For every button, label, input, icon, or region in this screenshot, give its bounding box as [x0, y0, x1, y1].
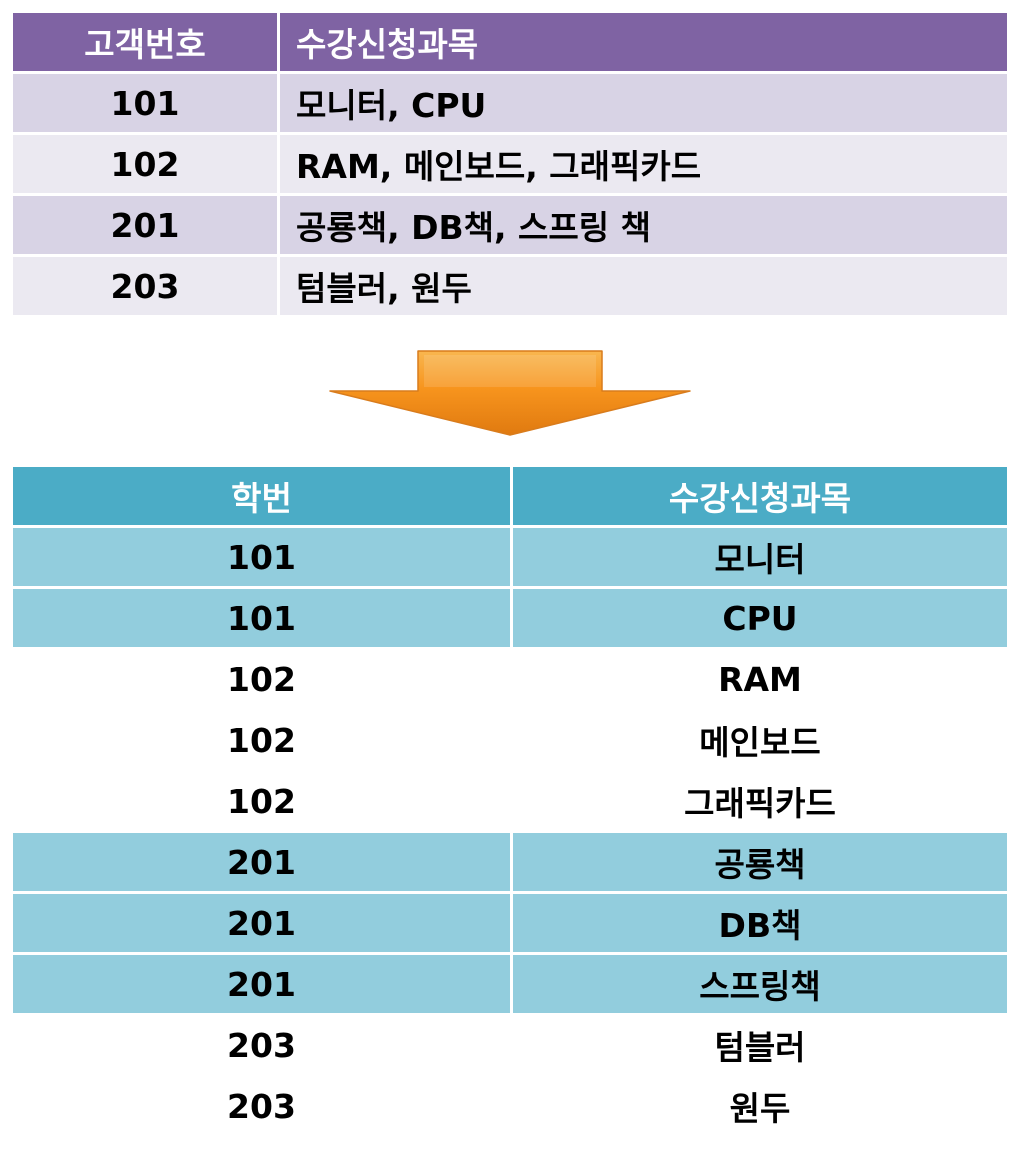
course-cell: 공룡책 [513, 833, 1007, 894]
course-cell: RAM [513, 650, 1007, 711]
course-cell: 스프링책 [513, 955, 1007, 1016]
table-row: 102 그래픽카드 [13, 772, 1007, 833]
course-cell: 모니터 [513, 528, 1007, 589]
table-row: 101 CPU [13, 589, 1007, 650]
table-row: 101 모니터, CPU [13, 74, 1007, 135]
course-cell: 메인보드 [513, 711, 1007, 772]
customer-id-cell: 101 [13, 74, 280, 135]
course-cell: 텀블러 [513, 1016, 1007, 1077]
courses-cell: 텀블러, 원두 [280, 257, 1007, 318]
customer-id-cell: 201 [13, 196, 280, 257]
student-id-cell: 102 [13, 772, 513, 833]
course-cell: 원두 [513, 1077, 1007, 1138]
table-row: 201 스프링책 [13, 955, 1007, 1016]
table-row: 203 원두 [13, 1077, 1007, 1138]
down-arrow-icon [329, 350, 691, 436]
table-row: 102 RAM [13, 650, 1007, 711]
courses-cell: 공룡책, DB책, 스프링 책 [280, 196, 1007, 257]
normalized-table: 학번 수강신청과목 101 모니터 101 CPU 102 RAM 102 메인… [13, 467, 1007, 1138]
course-cell: 그래픽카드 [513, 772, 1007, 833]
courses-cell: 모니터, CPU [280, 74, 1007, 135]
courses-cell: RAM, 메인보드, 그래픽카드 [280, 135, 1007, 196]
customer-id-cell: 102 [13, 135, 280, 196]
student-id-cell: 203 [13, 1077, 513, 1138]
table-row: 102 메인보드 [13, 711, 1007, 772]
table-row: 201 공룡책, DB책, 스프링 책 [13, 196, 1007, 257]
source-table: 고객번호 수강신청과목 101 모니터, CPU 102 RAM, 메인보드, … [13, 13, 1007, 318]
course-cell: DB책 [513, 894, 1007, 955]
normalized-header-course: 수강신청과목 [513, 467, 1007, 528]
student-id-cell: 102 [13, 650, 513, 711]
student-id-cell: 101 [13, 589, 513, 650]
student-id-cell: 201 [13, 955, 513, 1016]
table-row: 201 공룡책 [13, 833, 1007, 894]
table-row: 201 DB책 [13, 894, 1007, 955]
student-id-cell: 201 [13, 894, 513, 955]
source-header-customer-id: 고객번호 [13, 13, 280, 74]
table-row: 203 텀블러 [13, 1016, 1007, 1077]
course-cell: CPU [513, 589, 1007, 650]
table-row: 102 RAM, 메인보드, 그래픽카드 [13, 135, 1007, 196]
student-id-cell: 203 [13, 1016, 513, 1077]
table-row: 203 텀블러, 원두 [13, 257, 1007, 318]
student-id-cell: 201 [13, 833, 513, 894]
source-header-courses: 수강신청과목 [280, 13, 1007, 74]
student-id-cell: 101 [13, 528, 513, 589]
customer-id-cell: 203 [13, 257, 280, 318]
student-id-cell: 102 [13, 711, 513, 772]
table-row: 101 모니터 [13, 528, 1007, 589]
normalized-header-student-id: 학번 [13, 467, 513, 528]
normalized-table-header-row: 학번 수강신청과목 [13, 467, 1007, 528]
source-table-header-row: 고객번호 수강신청과목 [13, 13, 1007, 74]
